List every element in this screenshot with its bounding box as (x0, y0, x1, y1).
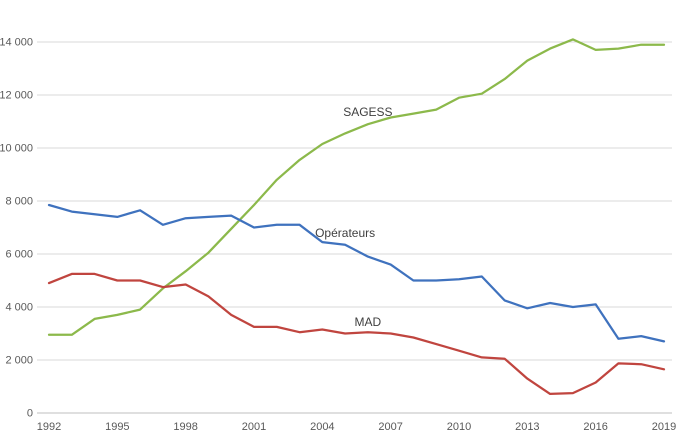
x-tick-label: 2010 (447, 421, 471, 433)
y-tick-label: 12 000 (0, 90, 33, 102)
series-line-op-rateurs (47, 203, 666, 343)
series-label-op-rateurs: Opérateurs (315, 226, 375, 240)
x-tick-label: 2019 (652, 421, 676, 433)
x-tick-label: 1998 (173, 421, 197, 433)
y-tick-label: 6 000 (5, 249, 33, 261)
y-tick-label: 0 (27, 408, 33, 420)
y-tick-label: 4 000 (5, 302, 33, 314)
y-tick-label: 14 000 (0, 37, 33, 49)
y-tick-label: 8 000 (5, 196, 33, 208)
y-tick-label: 2 000 (5, 355, 33, 367)
x-tick-label: 2001 (242, 421, 266, 433)
series-line-mad (47, 272, 666, 396)
series-label-mad: MAD (355, 315, 382, 329)
x-tick-label: 2013 (515, 421, 539, 433)
series-label-sagess: SAGESS (343, 105, 392, 119)
x-tick-label: 1992 (37, 421, 61, 433)
series-line-sagess (47, 38, 666, 336)
y-tick-label: 10 000 (0, 143, 33, 155)
x-tick-label: 2007 (378, 421, 402, 433)
x-tick-label: 2016 (583, 421, 607, 433)
x-tick-label: 1995 (105, 421, 129, 433)
x-tick-label: 2004 (310, 421, 334, 433)
